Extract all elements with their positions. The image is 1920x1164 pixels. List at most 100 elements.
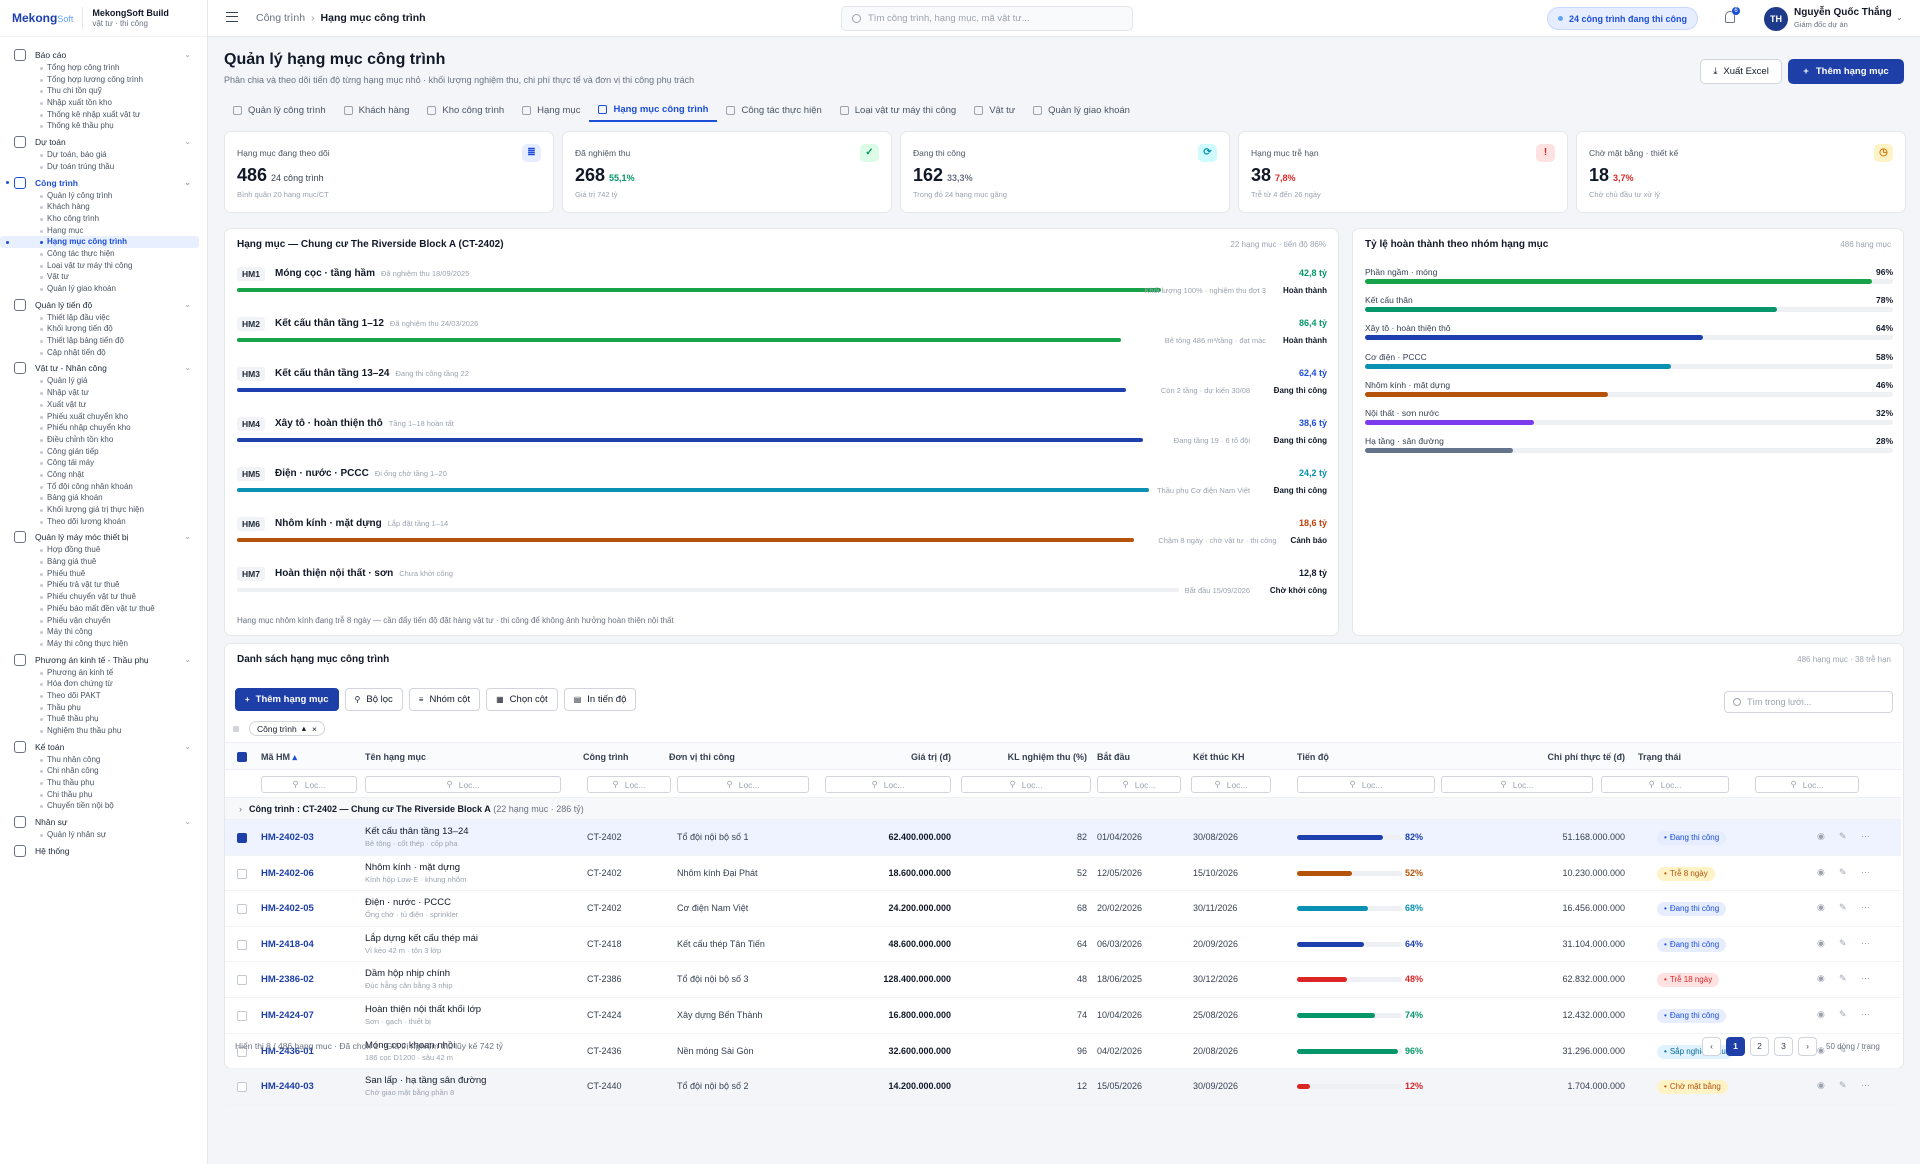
edit-icon[interactable]: ✎ <box>1839 902 1856 913</box>
sidebar-item[interactable]: Khối lượng giá trị thực hiện <box>0 504 207 516</box>
sidebar-item[interactable]: Hạng mục công trình <box>0 236 199 248</box>
item-code-link[interactable]: HM-2436-01 <box>261 1045 314 1057</box>
more-icon[interactable]: ⋯ <box>1861 1009 1879 1019</box>
column-header[interactable]: Tên hạng mục <box>365 752 426 762</box>
column-header[interactable]: Tiến độ <box>1297 752 1329 762</box>
column-header[interactable]: Trạng thái <box>1638 752 1681 762</box>
column-header[interactable]: KL nghiệm thu (%) <box>953 752 1087 762</box>
nav-group-2[interactable]: Công trình ⌄ <box>0 176 207 190</box>
sidebar-item[interactable]: Thu chi tồn quỹ <box>0 85 207 97</box>
sidebar-item[interactable]: Phiếu báo mất đền vật tư thuê <box>0 603 207 615</box>
menu-icon[interactable] <box>226 12 238 22</box>
table-row[interactable]: HM-2418-04 Lắp dựng kết cấu thép mái Vì kè… <box>225 927 1901 963</box>
nav-group-5[interactable]: Quản lý máy móc thiết bị ⌄ <box>0 530 207 544</box>
sidebar-item[interactable]: Hóa đơn chứng từ <box>0 678 207 690</box>
chevron-down-icon[interactable]: ⌄ <box>184 741 191 751</box>
edit-icon[interactable]: ✎ <box>1839 831 1856 841</box>
column-filter-input[interactable]: ⚲ Lọc... <box>1755 776 1859 793</box>
edit-icon[interactable]: ✎ <box>1839 1009 1856 1019</box>
table-row[interactable]: HM-2424-07 Hoàn thiện nội thất khối lớp Sơ… <box>225 998 1901 1034</box>
chevron-down-icon[interactable]: ⌄ <box>184 177 191 187</box>
row-checkbox[interactable] <box>237 904 247 915</box>
nav-group-3[interactable]: Quản lý tiến độ ⌄ <box>0 298 207 312</box>
column-filter-input[interactable]: ⚲ Lọc... <box>261 776 357 793</box>
column-header[interactable]: Giá trị (đ) <box>817 752 951 762</box>
tab-0[interactable]: Quản lý công trình <box>224 98 335 122</box>
sidebar-item[interactable]: Phiếu thuê <box>0 568 207 580</box>
add-item-button[interactable]: + Thêm hạng mục <box>1788 59 1904 84</box>
sidebar-item[interactable]: Quản lý giá <box>0 375 207 387</box>
table-row[interactable]: HM-2440-03 San lấp · hạ tầng sân đường Chờ… <box>225 1069 1901 1105</box>
item-progress-row[interactable]: HM6 Nhôm kính · mặt dựng Lắp đặt tầng 1–14… <box>237 517 1327 563</box>
row-checkbox[interactable] <box>237 1046 247 1057</box>
prev-page-button[interactable]: ‹ <box>1702 1037 1721 1056</box>
edit-icon[interactable]: ✎ <box>1839 973 1856 984</box>
item-code-link[interactable]: HM-2402-03 <box>261 832 314 843</box>
sidebar-item[interactable]: Phương án kinh tế <box>0 667 207 679</box>
more-icon[interactable]: ⋯ <box>1861 831 1879 841</box>
item-progress-row[interactable]: HM3 Kết cấu thân tầng 13–24 Đang thi công … <box>237 367 1327 413</box>
sidebar-item[interactable]: Quản lý công trình <box>0 190 207 202</box>
column-header[interactable]: Kết thúc KH <box>1193 752 1245 762</box>
table-row[interactable]: HM-2402-03 Kết cấu thân tầng 13–24 Bê tông… <box>225 820 1901 856</box>
chevron-down-icon[interactable]: ⌄ <box>184 50 191 59</box>
sidebar-item[interactable]: Theo dõi PAKT <box>0 690 207 702</box>
sidebar-item[interactable]: Thầu phụ <box>0 702 207 714</box>
item-code-link[interactable]: HM-2418-04 <box>261 938 314 950</box>
sidebar-item[interactable]: Chi nhân công <box>0 765 207 777</box>
nav-group-7[interactable]: Kế toán ⌄ <box>0 740 207 754</box>
export-excel-button[interactable]: ⤓ Xuất Excel <box>1700 59 1782 84</box>
item-code-link[interactable]: HM-2386-02 <box>261 974 314 986</box>
sidebar-item[interactable]: Khách hàng <box>0 201 207 213</box>
sidebar-item[interactable]: Hợp đồng thuê <box>0 544 207 556</box>
column-filter-input[interactable]: ⚲ Lọc... <box>1441 776 1593 793</box>
column-filter-input[interactable]: ⚲ Lọc... <box>1297 776 1435 793</box>
grid-search-input[interactable]: Tìm trong lưới... <box>1724 691 1893 713</box>
eye-icon[interactable]: ◉ <box>1817 973 1834 984</box>
column-header[interactable]: Chi phí thực tế (đ) <box>1475 752 1625 762</box>
column-filter-input[interactable]: ⚲ Lọc... <box>961 776 1091 793</box>
sidebar-item[interactable]: Công nhật <box>0 469 207 481</box>
eye-icon[interactable]: ◉ <box>1817 831 1834 841</box>
group-columns-button[interactable]: ≡ Nhóm cột <box>408 688 481 711</box>
table-row[interactable]: HM-2402-05 Điện · nước · PCCC Ống chờ · tủ… <box>225 891 1901 927</box>
nav-group-9[interactable]: Hệ thống <box>0 844 207 858</box>
active-projects-pill[interactable]: 24 công trình đang thi công <box>1547 7 1698 30</box>
column-header[interactable]: Bắt đầu <box>1097 752 1130 762</box>
tab-7[interactable]: Vật tư <box>965 98 1024 122</box>
column-filter-input[interactable]: ⚲ Lọc... <box>365 776 561 793</box>
table-row[interactable]: HM-2386-02 Dầm hộp nhịp chính Đúc hẫng cân… <box>225 962 1901 998</box>
row-checkbox[interactable] <box>237 833 247 843</box>
close-icon[interactable]: × <box>311 723 317 734</box>
next-page-button[interactable]: › <box>1798 1037 1817 1056</box>
page-button[interactable]: 2 <box>1750 1037 1769 1056</box>
column-header[interactable]: Công trình <box>583 752 629 762</box>
column-filter-input[interactable]: ⚲ Lọc... <box>1601 776 1729 793</box>
page-button[interactable]: 3 <box>1774 1037 1793 1056</box>
filter-button[interactable]: ⚲ Bộ lọc <box>344 688 403 711</box>
sidebar-item[interactable]: Quản lý giao khoán <box>0 283 207 295</box>
sidebar-item[interactable]: Chuyển tiền nội bộ <box>0 800 207 812</box>
item-code-link[interactable]: HM-2440-03 <box>261 1081 314 1093</box>
chevron-right-icon[interactable]: › <box>239 804 242 814</box>
sidebar-item[interactable]: Nhập xuất tồn kho <box>0 97 207 109</box>
item-code-link[interactable]: HM-2402-06 <box>261 867 314 879</box>
more-icon[interactable]: ⋯ <box>1861 902 1879 913</box>
item-progress-row[interactable]: HM2 Kết cấu thân tầng 1–12 Đã nghiệm thu 2… <box>237 317 1327 363</box>
sidebar-item[interactable]: Kho công trình <box>0 213 207 225</box>
tab-3[interactable]: Hạng mục <box>513 98 589 122</box>
sidebar-item[interactable]: Dự toán trúng thầu <box>0 161 207 173</box>
column-filter-input[interactable]: ⚲ Lọc... <box>825 776 951 793</box>
tab-5[interactable]: Công tác thực hiện <box>717 98 830 122</box>
eye-icon[interactable]: ◉ <box>1817 937 1834 948</box>
column-filter-input[interactable]: ⚲ Lọc... <box>1097 776 1181 793</box>
group-chip[interactable]: Công trình ▴ × <box>249 721 325 736</box>
column-header[interactable]: Mã HM ▴ <box>261 752 297 763</box>
chevron-down-icon[interactable]: ⌄ <box>184 532 191 542</box>
more-icon[interactable]: ⋯ <box>1861 1044 1879 1055</box>
more-icon[interactable]: ⋯ <box>1861 866 1879 877</box>
nav-group-1[interactable]: Dự toán ⌄ <box>0 135 207 149</box>
sidebar-item[interactable]: Vật tư <box>0 271 207 283</box>
sidebar-item[interactable]: Phiếu vận chuyển <box>0 615 207 627</box>
table-row[interactable]: HM-2436-01 Móng cọc khoan nhồi 186 cọc D12… <box>225 1034 1901 1070</box>
